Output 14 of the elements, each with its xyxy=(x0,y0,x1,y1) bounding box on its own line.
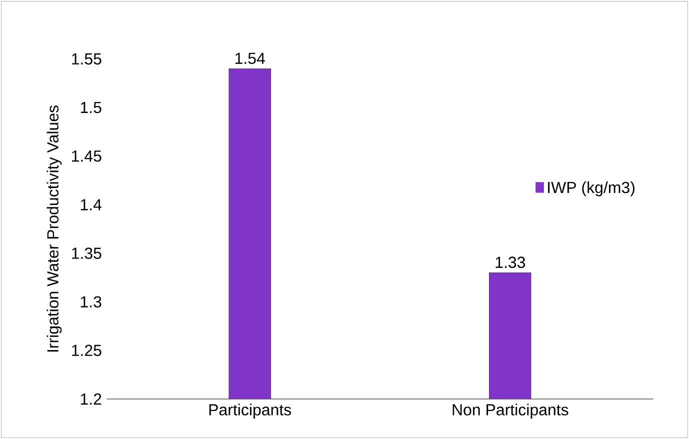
x-tick-label: Participants xyxy=(209,404,292,419)
y-tick-label: 1.5 xyxy=(80,102,102,114)
y-tick-label: 1.3 xyxy=(80,296,102,308)
y-tick-label: 1.2 xyxy=(80,393,102,405)
x-tick-label: Non Participants xyxy=(452,404,568,419)
y-tick-label: 1.55 xyxy=(72,53,102,65)
data-label: 1.33 xyxy=(496,256,526,268)
y-tick-label: 1.25 xyxy=(72,344,102,356)
data-label: 1.54 xyxy=(235,52,265,64)
y-tick-label: 1.45 xyxy=(72,150,102,162)
y-tick-label: 1.35 xyxy=(72,248,102,259)
legend-label: IWP (kg/m3) xyxy=(548,181,634,196)
y-tick-label: 1.4 xyxy=(80,199,102,210)
y-axis-title: Irrigation Water Productivity Values xyxy=(46,106,62,352)
